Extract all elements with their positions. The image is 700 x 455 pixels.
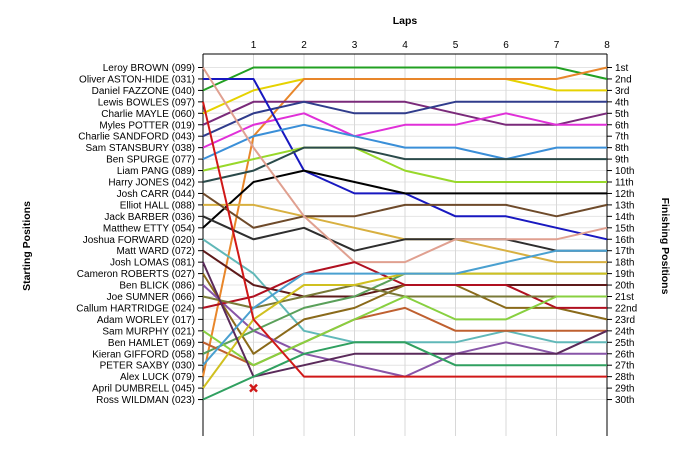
finishing-position-label: 9th bbox=[615, 155, 629, 166]
finishing-position-label: 17th bbox=[615, 246, 634, 257]
rider-position-line bbox=[202, 66, 608, 92]
finishing-position-label: 10th bbox=[615, 166, 634, 177]
finishing-position-label: 1st bbox=[615, 63, 629, 74]
finishing-position-label: 21st bbox=[615, 292, 634, 303]
rider-position-line bbox=[202, 66, 608, 377]
finishing-position-label: 24th bbox=[615, 326, 634, 337]
x-tick-label: 2 bbox=[301, 40, 307, 51]
starting-position-label: Joe SUMNER (066) bbox=[107, 292, 195, 303]
starting-position-label: PETER SAXBY (030) bbox=[100, 361, 195, 372]
starting-position-label: Jack BARBER (036) bbox=[104, 212, 195, 223]
rider-position-line bbox=[202, 146, 607, 183]
retired-marker bbox=[249, 383, 258, 393]
starting-position-label: April DUMBRELL (045) bbox=[92, 384, 195, 395]
x-tick-label: 6 bbox=[503, 40, 509, 51]
finishing-position-label: 27th bbox=[615, 361, 634, 372]
starting-position-label: Harry JONES (042) bbox=[108, 178, 195, 189]
starting-position-label: Elliot HALL (088) bbox=[120, 200, 195, 211]
starting-position-label: Josh CARR (044) bbox=[117, 189, 195, 200]
starting-position-label: Oliver ASTON-HIDE (031) bbox=[79, 74, 195, 85]
starting-position-label: Josh LOMAS (081) bbox=[110, 258, 195, 269]
finishing-position-label: 16th bbox=[615, 235, 634, 246]
rider-position-line bbox=[202, 261, 608, 378]
finishing-position-label: 2nd bbox=[615, 74, 632, 85]
finishing-position-label: 30th bbox=[615, 395, 634, 406]
x-tick-label: 7 bbox=[554, 40, 560, 51]
x-tick-label: 4 bbox=[402, 40, 408, 51]
labels: 1 2 3 4 5 6 7 8 Leroy BROWN (099)Oliver ASTON-HI… bbox=[76, 40, 637, 406]
left-axis-title: Starting Positions bbox=[21, 201, 33, 291]
finishing-position-label: 15th bbox=[615, 223, 634, 234]
rider-position-line bbox=[202, 66, 608, 264]
rider-position-line bbox=[202, 112, 607, 149]
starting-position-label: Adam WORLEY (017) bbox=[97, 315, 195, 326]
finishing-position-label: 7th bbox=[615, 132, 629, 143]
x-tick-label: 1 bbox=[251, 40, 257, 51]
rider-position-line bbox=[202, 341, 607, 401]
starting-position-label: Charlie MAYLE (060) bbox=[101, 109, 195, 120]
starting-position-label: Daniel FAZZONE (040) bbox=[92, 86, 195, 97]
x-tick-label: 3 bbox=[352, 40, 358, 51]
rider-position-line bbox=[202, 215, 607, 252]
finishing-position-label: 5th bbox=[615, 109, 629, 120]
rider-position-line bbox=[202, 146, 607, 183]
finishing-position-label: 4th bbox=[615, 97, 629, 108]
starting-position-label: Matt WARD (072) bbox=[116, 246, 195, 257]
right-axis-title: Finishing Positions bbox=[659, 198, 671, 295]
starting-position-label: Liam PANG (089) bbox=[117, 166, 195, 177]
starting-position-label: Ben HAMLET (069) bbox=[108, 338, 195, 349]
rider-position-line bbox=[202, 169, 607, 229]
finishing-position-label: 14th bbox=[615, 212, 634, 223]
finishing-position-label: 23rd bbox=[615, 315, 635, 326]
finishing-position-label: 25th bbox=[615, 338, 634, 349]
rider-position-line bbox=[202, 123, 607, 161]
x-tick-label: 8 bbox=[604, 40, 610, 51]
finishing-position-label: 29th bbox=[615, 384, 634, 395]
finishing-position-label: 26th bbox=[615, 349, 634, 360]
starting-position-label: Joshua FORWARD (020) bbox=[83, 235, 195, 246]
starting-position-label: Ross WILDMAN (023) bbox=[96, 395, 195, 406]
series-lines bbox=[202, 66, 608, 401]
finishing-position-label: 6th bbox=[615, 120, 629, 131]
retired-marker-stroke bbox=[249, 383, 258, 393]
starting-position-label: Sam MURPHY (021) bbox=[102, 326, 195, 337]
starting-position-label: Callum HARTRIDGE (024) bbox=[76, 303, 195, 314]
rider-position-line bbox=[202, 192, 608, 229]
starting-position-label: Charlie SANDFORD (043) bbox=[78, 132, 195, 143]
starting-position-label: Ben SPURGE (077) bbox=[106, 155, 195, 166]
finishing-position-label: 3rd bbox=[615, 86, 629, 97]
rider-position-line bbox=[202, 261, 607, 309]
starting-position-label: Myles POTTER (019) bbox=[99, 120, 195, 131]
starting-position-label: Leroy BROWN (099) bbox=[103, 63, 195, 74]
rider-position-line bbox=[202, 295, 607, 367]
finishing-position-label: 8th bbox=[615, 143, 629, 154]
rider-position-line bbox=[202, 100, 608, 126]
starting-position-label: Alex LUCK (079) bbox=[120, 372, 195, 383]
starting-position-label: Ben BLICK (086) bbox=[119, 281, 195, 292]
x-axis-title: Laps bbox=[393, 15, 418, 27]
starting-position-label: Matthew ETTY (054) bbox=[103, 223, 195, 234]
finishing-position-label: 12th bbox=[615, 189, 634, 200]
rider-position-line bbox=[202, 101, 607, 378]
starting-position-label: Lewis BOWLES (097) bbox=[98, 97, 195, 108]
x-tick-label: 5 bbox=[453, 40, 459, 51]
finishing-position-label: 22nd bbox=[615, 303, 637, 314]
starting-position-label: Cameron ROBERTS (027) bbox=[77, 269, 195, 280]
finishing-position-label: 20th bbox=[615, 281, 634, 292]
finishing-position-label: 18th bbox=[615, 258, 634, 269]
finishing-position-label: 19th bbox=[615, 269, 634, 280]
starting-position-label: Kieran GIFFORD (058) bbox=[92, 349, 195, 360]
finishing-position-label: 13th bbox=[615, 200, 634, 211]
finishing-position-label: 11th bbox=[615, 178, 634, 189]
rider-position-line bbox=[202, 249, 607, 366]
starting-position-label: Sam STANSBURY (038) bbox=[86, 143, 195, 154]
finishing-position-label: 28th bbox=[615, 372, 634, 383]
